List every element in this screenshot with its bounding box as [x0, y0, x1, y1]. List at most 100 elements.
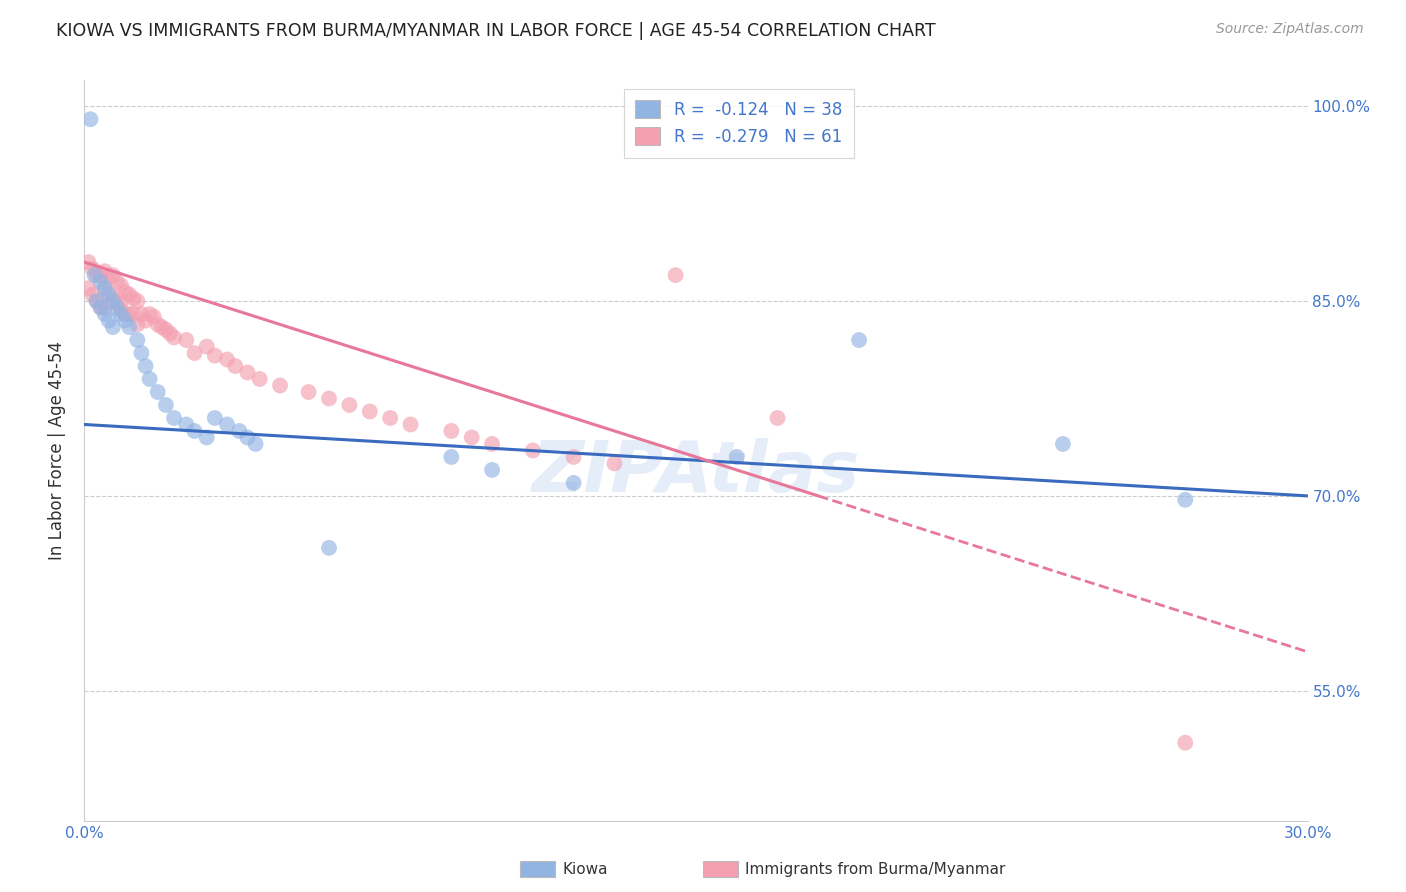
Point [127, 294, 149, 309]
Text: ZIPAtlas: ZIPAtlas [531, 438, 860, 508]
Point [97, 313, 120, 327]
Point [101, 292, 124, 306]
Point [269, 378, 291, 392]
Point [86, 268, 108, 282]
Point [93, 281, 115, 295]
Point [163, 330, 186, 344]
Point [146, 318, 169, 332]
Point [174, 417, 197, 432]
Point [118, 307, 141, 321]
Point [114, 313, 136, 327]
Point [174, 333, 197, 347]
Point [105, 275, 128, 289]
Point [224, 359, 246, 373]
Point [481, 463, 503, 477]
Point [522, 443, 544, 458]
Point [97, 270, 120, 285]
Legend: R =  -0.124   N = 38, R =  -0.279   N = 61: R = -0.124 N = 38, R = -0.279 N = 61 [624, 88, 853, 158]
Point [110, 307, 132, 321]
Point [195, 340, 218, 354]
Point [79, 112, 101, 127]
Y-axis label: In Labor Force | Age 45-54: In Labor Force | Age 45-54 [48, 341, 66, 560]
Point [318, 392, 340, 406]
Point [163, 411, 186, 425]
Point [127, 333, 149, 347]
Point [138, 307, 160, 321]
Point [848, 333, 870, 347]
Point [110, 294, 132, 309]
Point [562, 475, 585, 490]
Point [90, 301, 112, 315]
Point [101, 268, 124, 282]
Point [725, 450, 748, 464]
Point [318, 541, 340, 555]
Point [461, 430, 484, 444]
Point [155, 398, 177, 412]
Point [90, 268, 112, 282]
Point [131, 307, 153, 321]
Point [155, 323, 177, 337]
Point [217, 352, 239, 367]
Point [82, 287, 104, 301]
Point [114, 285, 136, 299]
Point [481, 437, 503, 451]
Point [298, 384, 321, 399]
Point [603, 457, 626, 471]
Point [90, 275, 112, 289]
Point [1174, 492, 1197, 507]
Point [236, 430, 259, 444]
Point [150, 320, 173, 334]
Point [217, 417, 239, 432]
Point [204, 349, 226, 363]
Point [101, 320, 124, 334]
Point [97, 287, 120, 301]
Point [110, 303, 132, 318]
Point [83, 268, 105, 282]
Point [146, 384, 169, 399]
Point [93, 307, 115, 321]
Point [122, 307, 145, 321]
Point [118, 287, 141, 301]
Point [90, 301, 112, 315]
Point [77, 255, 100, 269]
Point [1174, 736, 1197, 750]
Point [249, 372, 271, 386]
Text: Immigrants from Burma/Myanmar: Immigrants from Burma/Myanmar [745, 863, 1005, 877]
Point [440, 424, 463, 438]
Point [135, 359, 157, 373]
Point [93, 264, 115, 278]
Point [118, 320, 141, 334]
Point [86, 294, 108, 309]
Text: Source: ZipAtlas.com: Source: ZipAtlas.com [1216, 22, 1364, 37]
Point [105, 296, 128, 310]
Point [93, 281, 115, 295]
Point [101, 294, 124, 309]
Point [399, 417, 422, 432]
Point [82, 261, 104, 276]
Point [1052, 437, 1074, 451]
Point [440, 450, 463, 464]
Point [97, 287, 120, 301]
Point [204, 411, 226, 425]
Text: KIOWA VS IMMIGRANTS FROM BURMA/MYANMAR IN LABOR FORCE | AGE 45-54 CORRELATION CH: KIOWA VS IMMIGRANTS FROM BURMA/MYANMAR I… [56, 22, 936, 40]
Point [380, 411, 402, 425]
Point [665, 268, 688, 282]
Point [245, 437, 267, 451]
Point [228, 424, 250, 438]
Point [135, 313, 157, 327]
Text: Kiowa: Kiowa [562, 863, 607, 877]
Point [766, 411, 789, 425]
Point [131, 346, 153, 360]
Point [86, 294, 108, 309]
Point [77, 281, 100, 295]
Point [122, 292, 145, 306]
Point [359, 404, 381, 418]
Point [142, 310, 165, 324]
Point [159, 326, 181, 341]
Point [93, 301, 115, 315]
Point [127, 318, 149, 332]
Point [562, 450, 585, 464]
Point [339, 398, 361, 412]
Point [183, 424, 205, 438]
Point [183, 346, 205, 360]
